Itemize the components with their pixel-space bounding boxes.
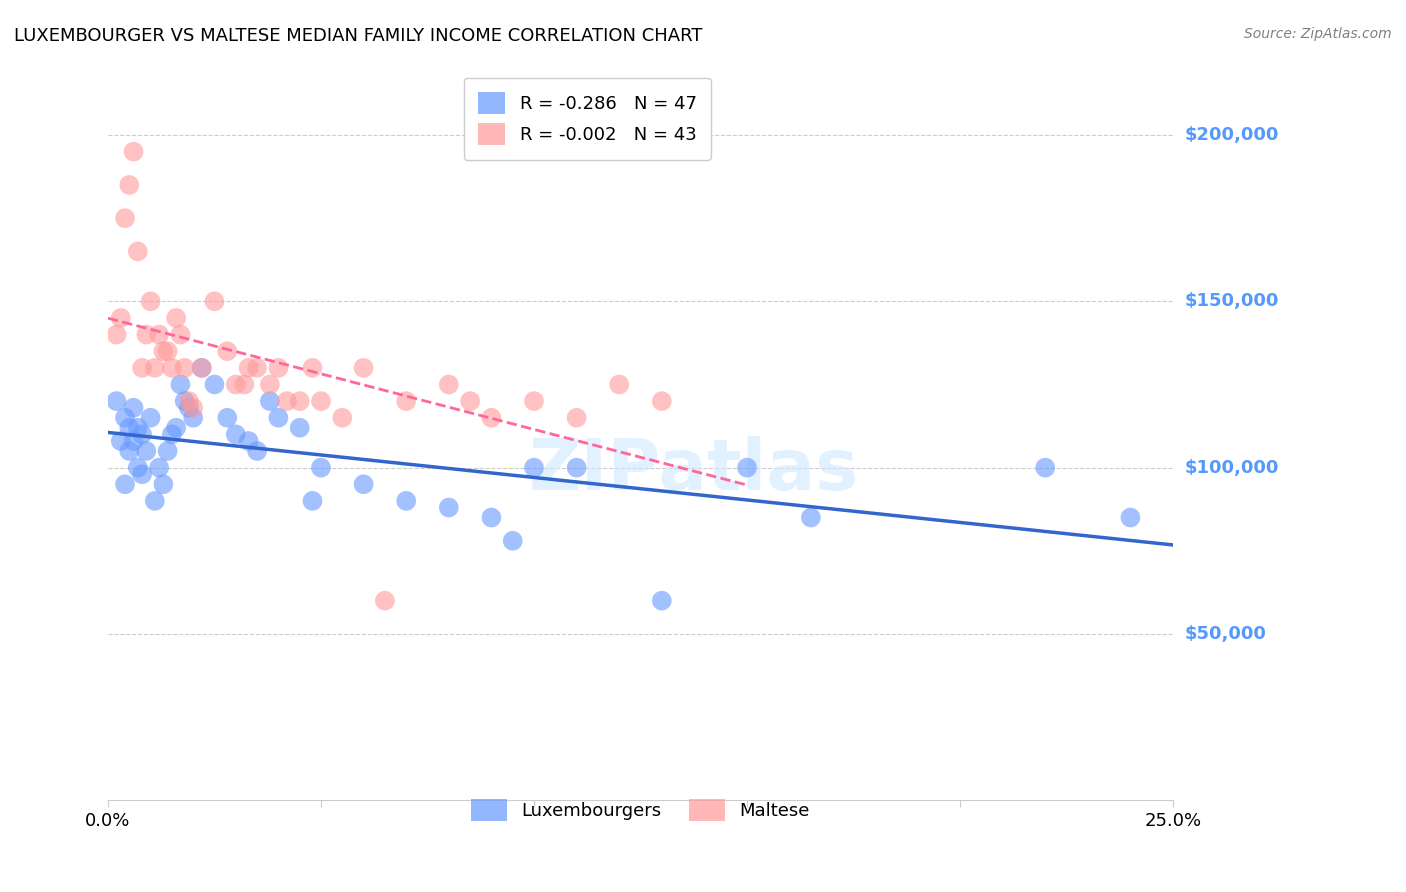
Point (395, 394, 418, 409)
Point (173, 360, 195, 375)
Point (114, 410, 136, 425)
Point (1119, 510, 1142, 524)
Point (148, 327, 170, 342)
Point (267, 360, 290, 375)
Point (152, 344, 174, 359)
Point (177, 401, 200, 415)
Point (225, 427, 247, 442)
Point (607, 377, 630, 392)
Text: Source: ZipAtlas.com: Source: ZipAtlas.com (1244, 27, 1392, 41)
Point (131, 360, 153, 375)
Point (217, 344, 239, 359)
Point (127, 421, 149, 435)
Point (225, 377, 247, 392)
Point (259, 377, 281, 392)
Point (173, 394, 195, 409)
Point (156, 344, 179, 359)
Point (135, 444, 157, 458)
Point (177, 394, 200, 409)
Point (246, 360, 269, 375)
Point (309, 394, 332, 409)
Point (276, 394, 298, 409)
Point (395, 494, 418, 508)
Point (110, 434, 132, 448)
Text: LUXEMBOURGER VS MALTESE MEDIAN FAMILY INCOME CORRELATION CHART: LUXEMBOURGER VS MALTESE MEDIAN FAMILY IN… (14, 27, 703, 45)
Point (118, 421, 141, 435)
Point (437, 377, 460, 392)
Point (523, 460, 546, 475)
Point (238, 434, 260, 448)
Point (259, 394, 281, 409)
Point (160, 427, 183, 442)
Point (204, 294, 226, 309)
Point (165, 421, 187, 435)
Legend: Luxembourgers, Maltese: Luxembourgers, Maltese (457, 784, 824, 835)
Point (122, 401, 145, 415)
Text: $100,000: $100,000 (1184, 458, 1278, 476)
Point (122, 145, 145, 159)
Point (135, 327, 157, 342)
Point (181, 401, 204, 415)
Point (110, 310, 132, 325)
Point (131, 427, 153, 442)
Point (288, 421, 311, 435)
Point (190, 360, 212, 375)
Point (114, 477, 136, 491)
Point (160, 360, 183, 375)
Point (122, 434, 145, 448)
Point (301, 494, 323, 508)
Point (353, 360, 375, 375)
Point (217, 410, 239, 425)
Point (105, 327, 128, 342)
Text: $50,000: $50,000 (1184, 625, 1265, 643)
Point (502, 533, 524, 548)
Point (301, 360, 323, 375)
Point (651, 593, 673, 607)
Point (143, 360, 166, 375)
Point (458, 394, 481, 409)
Point (800, 510, 823, 524)
Point (565, 460, 588, 475)
Point (169, 327, 191, 342)
Point (156, 444, 179, 458)
Point (353, 477, 375, 491)
Point (481, 410, 503, 425)
Point (523, 394, 546, 409)
Point (204, 377, 226, 392)
Point (105, 394, 128, 409)
Point (735, 460, 758, 475)
Point (169, 377, 191, 392)
Point (118, 444, 141, 458)
Point (131, 467, 153, 482)
Text: $200,000: $200,000 (1184, 126, 1278, 144)
Point (288, 394, 311, 409)
Point (118, 178, 141, 192)
Point (139, 410, 162, 425)
Point (139, 294, 162, 309)
Point (309, 460, 332, 475)
Point (437, 500, 460, 515)
Point (565, 410, 588, 425)
Point (238, 360, 260, 375)
Point (127, 460, 149, 475)
Point (127, 244, 149, 259)
Point (233, 377, 256, 392)
Point (374, 593, 396, 607)
Point (181, 410, 204, 425)
Point (143, 494, 166, 508)
Point (1033, 460, 1056, 475)
Point (651, 394, 673, 409)
Point (190, 360, 212, 375)
Point (246, 444, 269, 458)
Point (165, 310, 187, 325)
Text: ZIPatlas: ZIPatlas (529, 436, 859, 506)
Point (114, 211, 136, 226)
Point (267, 410, 290, 425)
Point (481, 510, 503, 524)
Point (152, 477, 174, 491)
Point (148, 460, 170, 475)
Point (330, 410, 353, 425)
Text: $150,000: $150,000 (1184, 293, 1278, 310)
